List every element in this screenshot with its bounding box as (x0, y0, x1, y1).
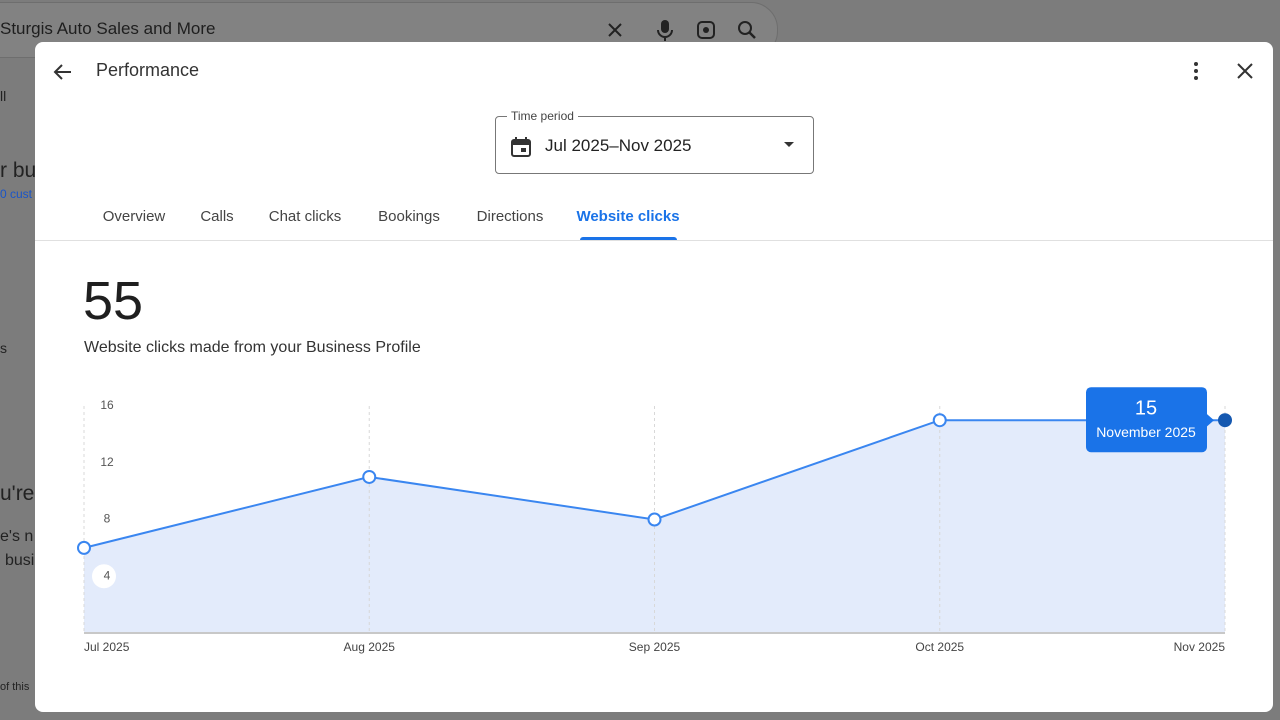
background-text: 0 cust (0, 187, 33, 201)
time-period-select[interactable] (495, 116, 814, 174)
time-period-label: Time period (507, 109, 578, 123)
x-tick-label: Jul 2025 (84, 640, 130, 654)
search-icons (608, 20, 756, 41)
y-tick-label: 16 (100, 398, 114, 412)
data-point (932, 413, 947, 428)
tab[interactable]: Directions (476, 208, 544, 225)
data-point (362, 469, 377, 484)
background-text: ll (0, 88, 7, 104)
tooltip-value: 15 (1135, 397, 1157, 419)
metric-total: 55 (83, 271, 144, 331)
more-button[interactable] (1184, 59, 1208, 83)
tick-bg (92, 564, 116, 589)
close-button[interactable] (1233, 59, 1257, 83)
y-tick-label: 4 (104, 568, 111, 582)
background-text: e's n (0, 528, 34, 545)
tab[interactable]: Overview (102, 208, 166, 225)
y-tick-label: 8 (104, 512, 111, 526)
background-text: u're (0, 482, 35, 505)
data-point (647, 512, 662, 527)
x-tick-label: Oct 2025 (915, 640, 964, 654)
performance-dialog: Performance Time period Jul 2025–Nov 202… (35, 42, 1273, 712)
x-tick-label: Aug 2025 (344, 640, 396, 654)
background-text: s (0, 340, 7, 356)
tooltip (1086, 387, 1207, 453)
tab[interactable]: Bookings (378, 208, 440, 225)
search-query: Sturgis Auto Sales and More (0, 19, 216, 38)
tooltip-arrow (1206, 413, 1214, 428)
y-tick-label: 12 (100, 455, 114, 469)
lens-icon[interactable] (697, 21, 715, 39)
dialog-title: Performance (96, 60, 200, 80)
x-tick-label: Sep 2025 (629, 640, 681, 654)
dropdown-arrow[interactable] (782, 140, 796, 150)
tab-indicator (580, 237, 677, 240)
calendar-icon (511, 137, 531, 157)
search-icon[interactable] (738, 21, 752, 35)
x-tick-label: Nov 2025 (1174, 640, 1226, 654)
background-text: of this (0, 681, 30, 693)
back-button[interactable] (51, 60, 75, 84)
background-text: r bu (0, 159, 37, 182)
time-period-value: Jul 2025–Nov 2025 (545, 136, 692, 155)
tab[interactable]: Calls (200, 208, 234, 225)
mic-icon[interactable] (661, 20, 669, 33)
tab[interactable]: Chat clicks (268, 208, 342, 225)
chart: 4 8 12 16 Jul 2025 Aug 2025 Sep 2025 Oct 2025 No… (77, 387, 1232, 654)
metric-description: Website clicks made from your Business P… (84, 339, 421, 356)
tooltip-label: November 2025 (1096, 424, 1196, 440)
data-point (77, 540, 91, 555)
tab[interactable]: Website clicks (576, 208, 680, 225)
clear-icon[interactable] (608, 23, 622, 37)
background-text: busi (5, 552, 35, 569)
data-point (1218, 413, 1232, 428)
divider (35, 240, 1273, 241)
